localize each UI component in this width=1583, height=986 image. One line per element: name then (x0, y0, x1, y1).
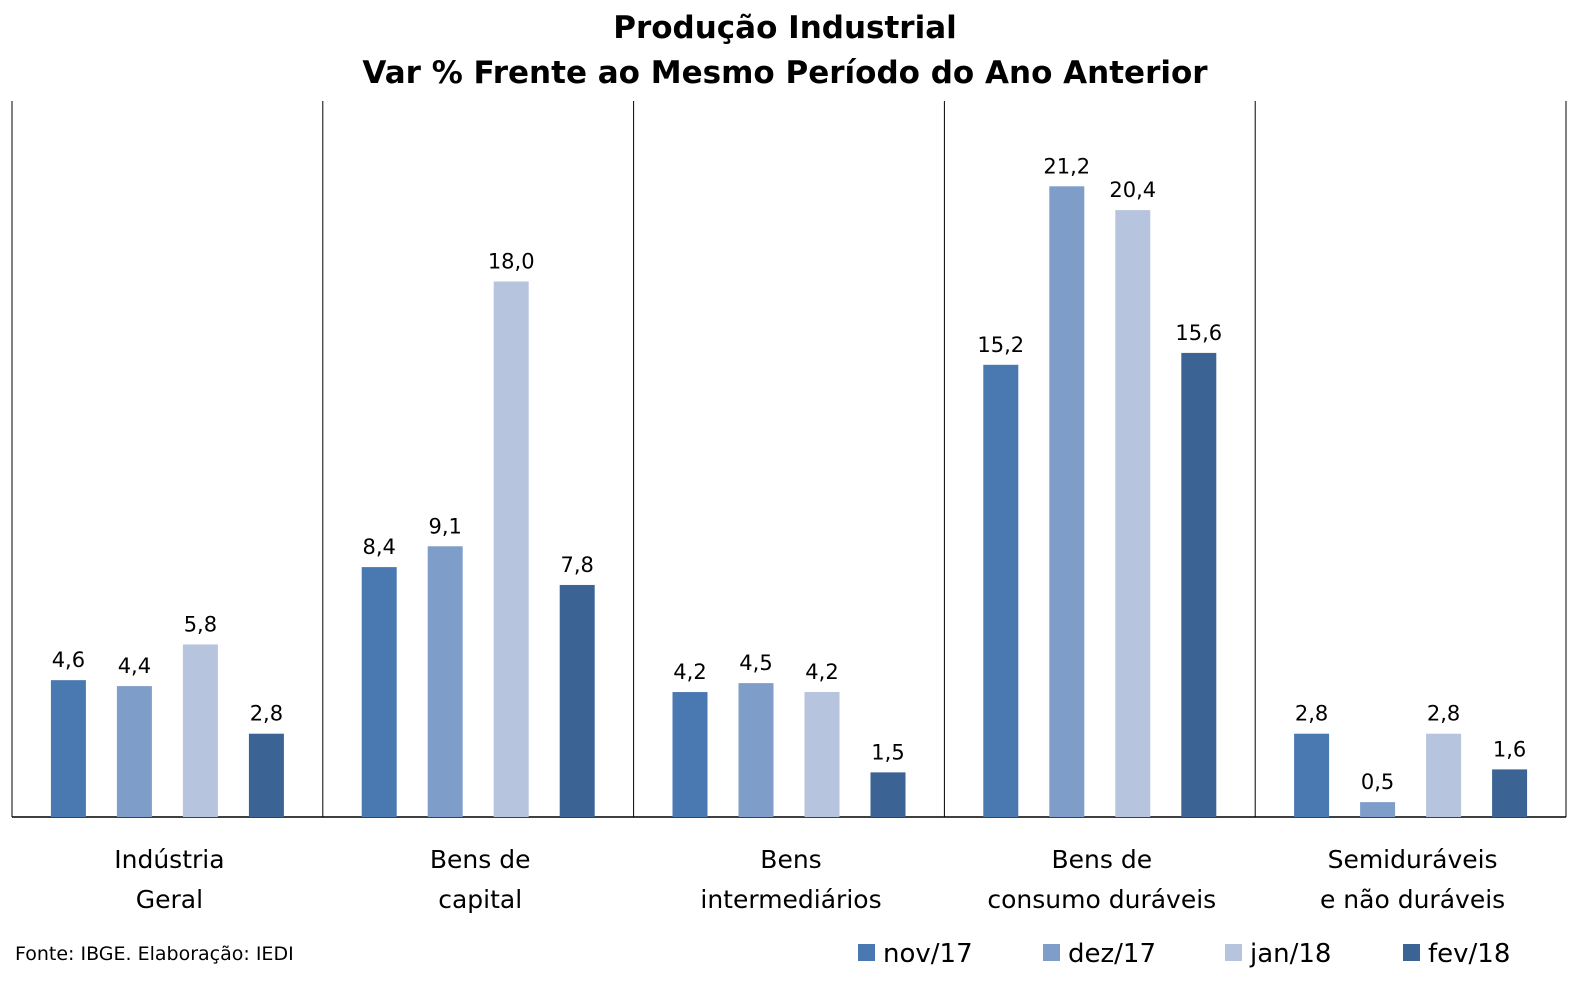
category-label: Bens (760, 845, 821, 874)
bar (870, 772, 906, 817)
data-label: 9,1 (428, 514, 461, 538)
data-label: 1,5 (871, 740, 904, 764)
bar (804, 692, 840, 817)
data-label: 4,2 (673, 660, 706, 684)
data-label: 4,6 (52, 648, 85, 672)
bar (1360, 802, 1396, 817)
data-label: 4,2 (805, 660, 838, 684)
legend-swatch (1225, 944, 1242, 961)
data-label: 15,2 (977, 333, 1024, 357)
bar (559, 584, 595, 817)
bar (182, 644, 218, 817)
source-note: Fonte: IBGE. Elaboração: IEDI (15, 943, 294, 965)
data-label: 2,8 (1427, 702, 1460, 726)
data-label: 2,8 (1295, 702, 1328, 726)
chart-title: Produção Industrial (613, 10, 957, 46)
bar (672, 692, 708, 817)
category-label: intermediários (700, 885, 881, 914)
legend-swatch (1403, 944, 1420, 961)
data-label: 8,4 (362, 535, 395, 559)
bar (1294, 733, 1330, 817)
data-label: 18,0 (488, 250, 535, 274)
bar (1181, 352, 1217, 817)
legend-label: nov/17 (883, 939, 973, 969)
legend-label: dez/17 (1068, 939, 1156, 969)
category-label: Geral (136, 885, 203, 914)
data-label: 7,8 (560, 553, 593, 577)
data-label: 4,5 (739, 651, 772, 675)
bar (1049, 186, 1085, 818)
category-label: e não duráveis (1320, 885, 1505, 914)
data-label: 0,5 (1361, 770, 1394, 794)
legend-label: fev/18 (1428, 939, 1510, 969)
category-label: Semiduráveis (1328, 845, 1498, 874)
legend: nov/17 dez/17 jan/18 fev/18 (858, 939, 1510, 969)
category-label: capital (438, 885, 522, 914)
bar (1115, 210, 1151, 818)
data-label: 1,6 (1493, 737, 1526, 761)
bar (493, 281, 529, 817)
data-label: 2,8 (250, 702, 283, 726)
bar (427, 546, 463, 817)
data-label: 20,4 (1109, 178, 1156, 202)
bar (248, 733, 284, 817)
bar (738, 683, 774, 817)
data-label: 5,8 (184, 612, 217, 636)
data-label: 4,4 (118, 654, 151, 678)
bar (1492, 769, 1528, 817)
category-label: Indústria (114, 845, 224, 874)
legend-swatch (1043, 944, 1060, 961)
bar (1426, 733, 1462, 817)
bar (116, 686, 152, 817)
chart-subtitle: Var % Frente ao Mesmo Período do Ano Ant… (362, 55, 1208, 91)
bar (50, 680, 86, 817)
bar (983, 364, 1019, 817)
category-label: consumo duráveis (987, 885, 1216, 914)
bar (361, 567, 397, 817)
category-label: Bens de (1051, 845, 1152, 874)
category-label: Bens de (430, 845, 531, 874)
data-label: 15,6 (1175, 321, 1222, 345)
legend-label: jan/18 (1249, 939, 1331, 969)
data-label: 21,2 (1043, 154, 1090, 178)
plot-area: 4,6 4,4 5,8 2,8 Indústria Geral 8,4 9,1 18,0 7,8 B… (11, 101, 1567, 914)
legend-swatch (858, 944, 875, 961)
